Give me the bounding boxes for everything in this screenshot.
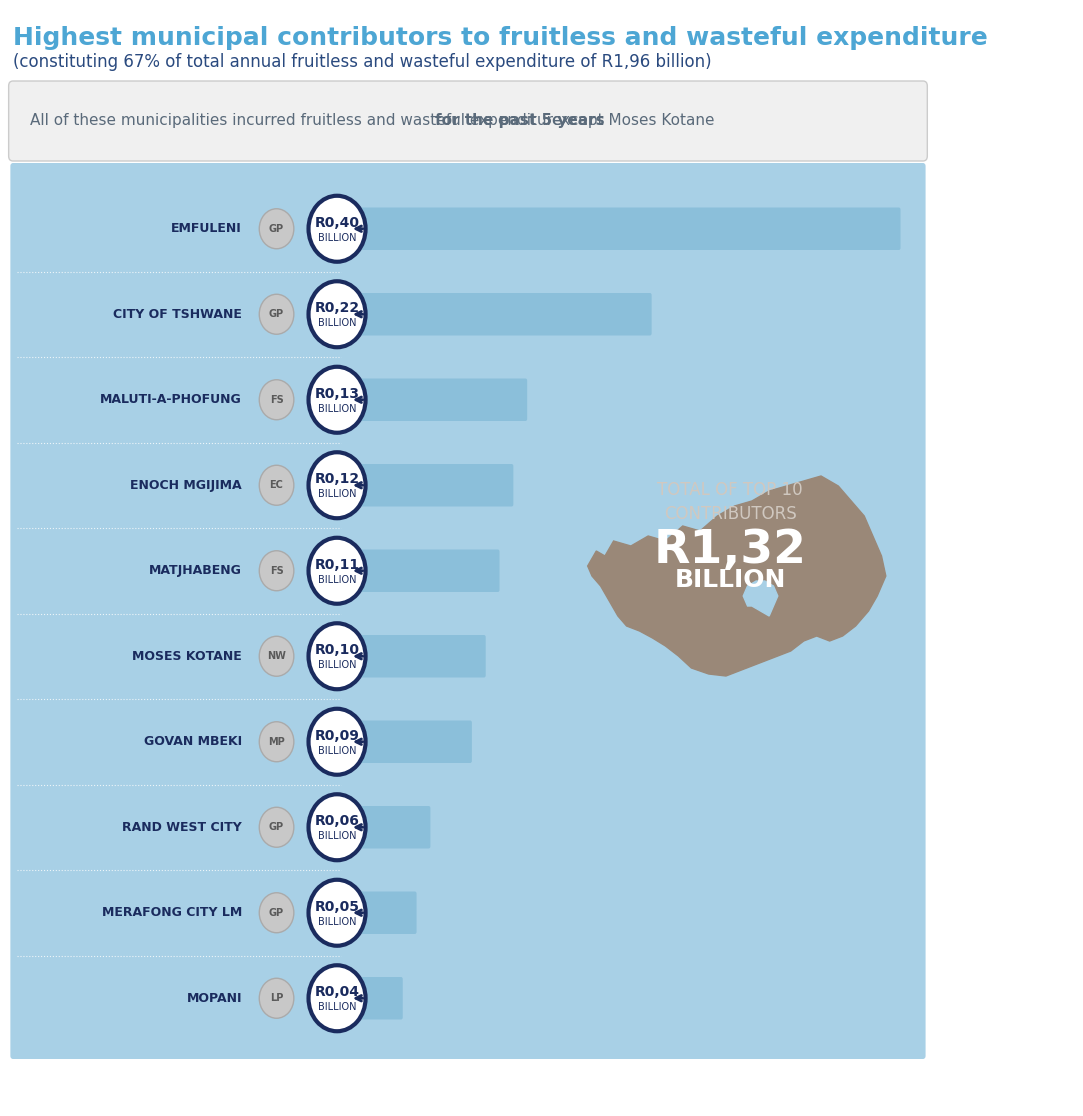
Text: R0,09: R0,09 — [314, 729, 360, 743]
Text: GP: GP — [269, 822, 284, 833]
Text: R0,10: R0,10 — [314, 643, 360, 657]
Circle shape — [259, 551, 293, 590]
Circle shape — [259, 979, 293, 1018]
Text: for the past 5 years: for the past 5 years — [434, 114, 604, 128]
Polygon shape — [588, 477, 886, 676]
Circle shape — [259, 807, 293, 847]
Text: (constituting 67% of total annual fruitless and wasteful expenditure of R1,96 bi: (constituting 67% of total annual fruitl… — [13, 52, 712, 71]
Text: CITY OF TSHWANE: CITY OF TSHWANE — [113, 308, 242, 320]
Text: MOSES KOTANE: MOSES KOTANE — [132, 650, 242, 663]
Text: R0,12: R0,12 — [314, 472, 360, 487]
FancyBboxPatch shape — [344, 892, 417, 934]
Text: R0,05: R0,05 — [314, 899, 360, 914]
Circle shape — [259, 295, 293, 335]
Circle shape — [309, 367, 366, 433]
Text: BILLION: BILLION — [317, 318, 356, 328]
Circle shape — [259, 209, 293, 249]
Circle shape — [309, 623, 366, 690]
Circle shape — [309, 281, 366, 347]
Text: MERAFONG CITY LM: MERAFONG CITY LM — [102, 906, 242, 920]
FancyBboxPatch shape — [344, 549, 499, 591]
Text: LP: LP — [270, 993, 284, 1003]
Text: R0,04: R0,04 — [314, 985, 360, 999]
Circle shape — [309, 195, 366, 262]
Text: except Moses Kotane: except Moses Kotane — [547, 114, 715, 128]
Text: R0,11: R0,11 — [314, 558, 360, 571]
Circle shape — [309, 452, 366, 518]
Text: MOPANI: MOPANI — [186, 992, 242, 1004]
Text: MP: MP — [269, 737, 285, 747]
Circle shape — [309, 879, 366, 945]
Text: All of these municipalities incurred fruitless and wasteful expenditure: All of these municipalities incurred fru… — [30, 114, 567, 128]
FancyBboxPatch shape — [344, 464, 513, 507]
Text: R0,22: R0,22 — [314, 301, 360, 315]
FancyBboxPatch shape — [344, 378, 527, 421]
Circle shape — [309, 538, 366, 604]
Circle shape — [259, 893, 293, 933]
Text: BILLION: BILLION — [317, 233, 356, 243]
Text: BILLION: BILLION — [317, 489, 356, 499]
Text: EC: EC — [270, 480, 284, 490]
Text: ENOCH MGIJIMA: ENOCH MGIJIMA — [130, 479, 242, 492]
FancyBboxPatch shape — [344, 208, 901, 250]
Text: BILLION: BILLION — [317, 745, 356, 756]
Text: R1,32: R1,32 — [654, 528, 807, 573]
Text: R0,13: R0,13 — [314, 387, 360, 401]
Text: R0,06: R0,06 — [314, 815, 360, 828]
Text: GP: GP — [269, 223, 284, 233]
Text: BILLION: BILLION — [317, 831, 356, 841]
Text: BILLION: BILLION — [317, 404, 356, 414]
Circle shape — [259, 722, 293, 762]
Text: EMFULENI: EMFULENI — [171, 222, 242, 235]
Text: FS: FS — [270, 395, 284, 405]
Text: Highest municipal contributors to fruitless and wasteful expenditure: Highest municipal contributors to fruitl… — [13, 26, 988, 50]
Text: BILLION: BILLION — [317, 575, 356, 585]
Text: BILLION: BILLION — [317, 916, 356, 926]
Circle shape — [309, 965, 366, 1031]
FancyBboxPatch shape — [344, 294, 652, 336]
FancyBboxPatch shape — [11, 163, 926, 1059]
Circle shape — [259, 636, 293, 676]
FancyBboxPatch shape — [344, 635, 485, 677]
Circle shape — [259, 465, 293, 506]
FancyBboxPatch shape — [344, 721, 472, 763]
Text: MALUTI-A-PHOFUNG: MALUTI-A-PHOFUNG — [101, 393, 242, 406]
Text: MATJHABENG: MATJHABENG — [149, 565, 242, 577]
Text: BILLION: BILLION — [317, 1002, 356, 1012]
Text: BILLION: BILLION — [675, 568, 786, 591]
Text: GOVAN MBEKI: GOVAN MBEKI — [144, 735, 242, 748]
Text: FS: FS — [270, 566, 284, 576]
FancyBboxPatch shape — [9, 81, 927, 161]
Circle shape — [309, 795, 366, 860]
FancyBboxPatch shape — [344, 806, 430, 848]
Polygon shape — [743, 581, 778, 616]
Circle shape — [309, 709, 366, 775]
Text: TOTAL OF TOP 10
CONTRIBUTORS: TOTAL OF TOP 10 CONTRIBUTORS — [657, 481, 804, 522]
FancyBboxPatch shape — [344, 976, 403, 1020]
Text: R0,40: R0,40 — [314, 215, 360, 230]
Text: NW: NW — [268, 652, 286, 662]
Circle shape — [259, 379, 293, 420]
Text: GP: GP — [269, 907, 284, 917]
Text: RAND WEST CITY: RAND WEST CITY — [122, 820, 242, 834]
Text: BILLION: BILLION — [317, 661, 356, 671]
Text: GP: GP — [269, 309, 284, 319]
